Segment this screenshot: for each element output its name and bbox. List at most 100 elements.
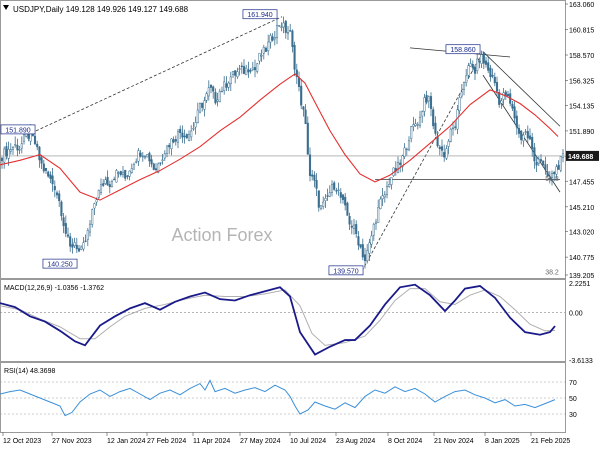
candle-body bbox=[71, 244, 74, 248]
candle-body bbox=[93, 203, 96, 209]
candle-body bbox=[194, 122, 197, 128]
candle-body bbox=[148, 152, 151, 162]
x-tick-label: 21 Nov 2024 bbox=[434, 438, 474, 445]
candle-body bbox=[88, 223, 92, 233]
candle-body bbox=[273, 37, 276, 40]
candle-body bbox=[537, 158, 540, 164]
candle-body bbox=[315, 180, 318, 189]
candle-body bbox=[436, 135, 439, 147]
candle-body bbox=[207, 87, 210, 97]
candle-body bbox=[489, 67, 492, 78]
candle-body bbox=[388, 184, 391, 187]
candle-body bbox=[251, 67, 254, 70]
macd-tick-label: 0.00 bbox=[569, 310, 583, 317]
candle-body bbox=[53, 185, 56, 191]
candle-body bbox=[234, 70, 237, 76]
candle-body bbox=[469, 63, 472, 67]
candle-body bbox=[313, 174, 316, 181]
price-tick-label: 154.135 bbox=[569, 103, 594, 110]
candle-body bbox=[214, 92, 217, 104]
candle-body bbox=[256, 63, 259, 72]
candle-body bbox=[91, 209, 94, 225]
candle-body bbox=[515, 115, 518, 128]
candle-body bbox=[40, 157, 43, 164]
price-annotation-box bbox=[42, 258, 78, 269]
x-tick-label: 21 Feb 2025 bbox=[531, 438, 570, 445]
candle-body bbox=[531, 136, 534, 150]
candle-body bbox=[311, 174, 314, 177]
price-tick-label: 147.455 bbox=[569, 179, 594, 186]
candle-body bbox=[357, 236, 360, 246]
candle-body bbox=[280, 26, 283, 29]
candle-body bbox=[203, 100, 206, 110]
candle-body bbox=[201, 102, 204, 108]
candle-body bbox=[58, 193, 61, 202]
candle-body bbox=[185, 134, 188, 139]
candle-body bbox=[423, 97, 426, 112]
candle-body bbox=[539, 159, 543, 162]
trend-line-dashed bbox=[35, 16, 283, 132]
candle-body bbox=[165, 145, 169, 154]
candle-body bbox=[297, 77, 301, 87]
candle-body bbox=[196, 109, 199, 123]
candle-body bbox=[368, 242, 371, 254]
price-annotation-box bbox=[445, 44, 481, 55]
candle-body bbox=[447, 140, 450, 147]
candle-body bbox=[163, 153, 166, 159]
candle-body bbox=[502, 92, 505, 100]
candle-body bbox=[350, 225, 353, 228]
candle-body bbox=[482, 52, 485, 64]
candle-body bbox=[135, 161, 138, 163]
candle-body bbox=[546, 171, 549, 177]
collapse-arrow-icon[interactable] bbox=[3, 5, 9, 10]
candle-body bbox=[300, 85, 303, 106]
candle-body bbox=[328, 192, 331, 197]
candle-body bbox=[106, 177, 109, 186]
candle-body bbox=[157, 163, 160, 173]
candle-body bbox=[399, 162, 402, 165]
rsi-tick-label: 30 bbox=[569, 412, 577, 419]
candle-body bbox=[335, 190, 338, 192]
candle-body bbox=[370, 235, 373, 245]
candle-body bbox=[363, 254, 367, 262]
x-tick-label: 12 Oct 2023 bbox=[3, 438, 41, 445]
candle-body bbox=[511, 103, 514, 109]
candle-body bbox=[198, 103, 202, 113]
trend-line bbox=[482, 51, 561, 127]
candle-body bbox=[544, 164, 547, 171]
candle-body bbox=[308, 154, 312, 176]
candle-body bbox=[542, 160, 545, 166]
candle-body bbox=[209, 84, 213, 88]
price-annotation-label: 151.890 bbox=[5, 127, 30, 134]
candle-body bbox=[495, 82, 499, 92]
candle-body bbox=[143, 156, 147, 159]
candle-body bbox=[407, 140, 411, 151]
rsi-tick-label: 50 bbox=[569, 396, 577, 403]
macd-pane: MACD(12,26,9) -1.0356 -1.3762 2.2251 0.00 -… bbox=[0, 281, 593, 365]
candle-body bbox=[443, 152, 446, 158]
candle-body bbox=[264, 47, 268, 52]
candle-body bbox=[500, 100, 503, 104]
candle-body bbox=[97, 190, 100, 198]
candle-body bbox=[326, 195, 329, 197]
candle-body bbox=[64, 223, 67, 234]
candle-body bbox=[126, 175, 129, 177]
candle-body bbox=[60, 201, 63, 217]
candle-body bbox=[476, 58, 479, 72]
x-axis: 12 Oct 2023 27 Nov 2023 12 Jan 2024 27 Feb … bbox=[2, 432, 570, 445]
candle-body bbox=[306, 122, 309, 155]
candle-body bbox=[220, 90, 224, 93]
candle-body bbox=[154, 168, 158, 171]
candle-body bbox=[293, 45, 296, 70]
x-tick-label: 11 Apr 2024 bbox=[193, 438, 230, 445]
price-annotation-box bbox=[242, 9, 278, 20]
macd-tick-label: -3.6133 bbox=[569, 358, 593, 365]
candle-body bbox=[317, 190, 320, 208]
candle-body bbox=[451, 127, 455, 130]
candle-body bbox=[390, 177, 393, 185]
candle-body bbox=[405, 148, 408, 151]
candle-body bbox=[460, 91, 463, 97]
price-tick-label: 143.020 bbox=[569, 230, 594, 237]
candle-body bbox=[454, 126, 457, 128]
candle-body bbox=[262, 47, 265, 54]
